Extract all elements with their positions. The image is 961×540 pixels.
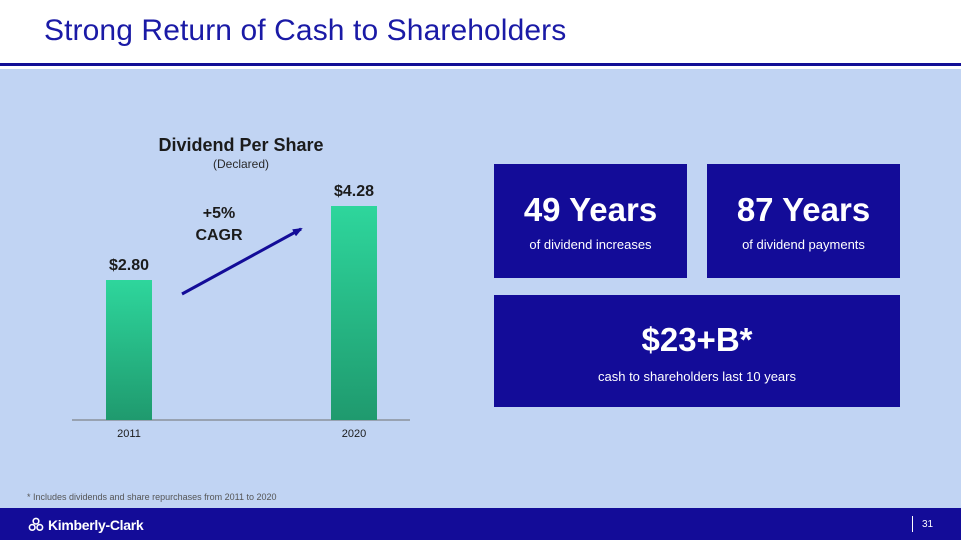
slide-header: Strong Return of Cash to Shareholders	[0, 0, 961, 66]
stat-box-dividend-increases: 49 Years of dividend increases	[494, 164, 687, 278]
footnote: * Includes dividends and share repurchas…	[27, 492, 277, 502]
chart-subtitle: (Declared)	[212, 157, 269, 171]
slide-content	[0, 69, 961, 508]
stat-box-cash-to-shareholders: $23+B* cash to shareholders last 10 year…	[494, 295, 900, 407]
page-number: 31	[922, 519, 934, 530]
stat-label: cash to shareholders last 10 years	[598, 369, 796, 384]
x-tick-label-2020: 2020	[342, 428, 366, 440]
stat-label: of dividend increases	[529, 237, 652, 252]
logo-text: Kimberly-Clark	[48, 517, 144, 533]
slide-footer: Kimberly-Clark 31	[0, 508, 961, 540]
data-label-2020: $4.28	[334, 183, 374, 200]
cagr-label: CAGR	[195, 227, 243, 244]
bar-2011	[106, 280, 152, 420]
chart-title: Dividend Per Share	[158, 135, 324, 155]
bar-2020	[331, 206, 377, 420]
x-tick-label-2011: 2011	[117, 428, 141, 440]
stat-label: of dividend payments	[742, 237, 865, 252]
cagr-arrow	[181, 227, 303, 296]
stat-box-dividend-payments: 87 Years of dividend payments	[707, 164, 900, 278]
stat-value: $23+B*	[641, 321, 753, 358]
logo-mark-icon	[28, 517, 44, 531]
page-number-divider	[912, 516, 913, 532]
data-label-2011: $2.80	[109, 257, 149, 274]
stat-value: 49 Years	[523, 191, 658, 228]
stat-value: 87 Years	[736, 191, 871, 228]
slide-title: Strong Return of Cash to Shareholders	[44, 14, 567, 47]
company-logo: Kimberly-Clark	[28, 517, 144, 533]
cagr-label: +5%	[203, 205, 235, 222]
